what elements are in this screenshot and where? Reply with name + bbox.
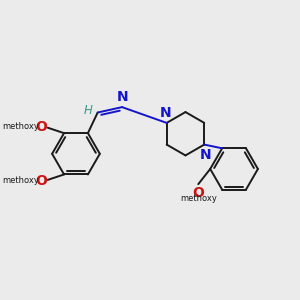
Text: O: O — [192, 186, 204, 200]
Text: N: N — [117, 90, 128, 104]
Text: methoxy: methoxy — [180, 194, 217, 203]
Text: N: N — [160, 106, 171, 120]
Text: methoxy: methoxy — [2, 176, 39, 185]
Text: H: H — [84, 104, 93, 117]
Text: O: O — [35, 174, 47, 188]
Text: N: N — [200, 148, 211, 162]
Text: O: O — [35, 120, 47, 134]
Text: methoxy: methoxy — [2, 122, 39, 131]
